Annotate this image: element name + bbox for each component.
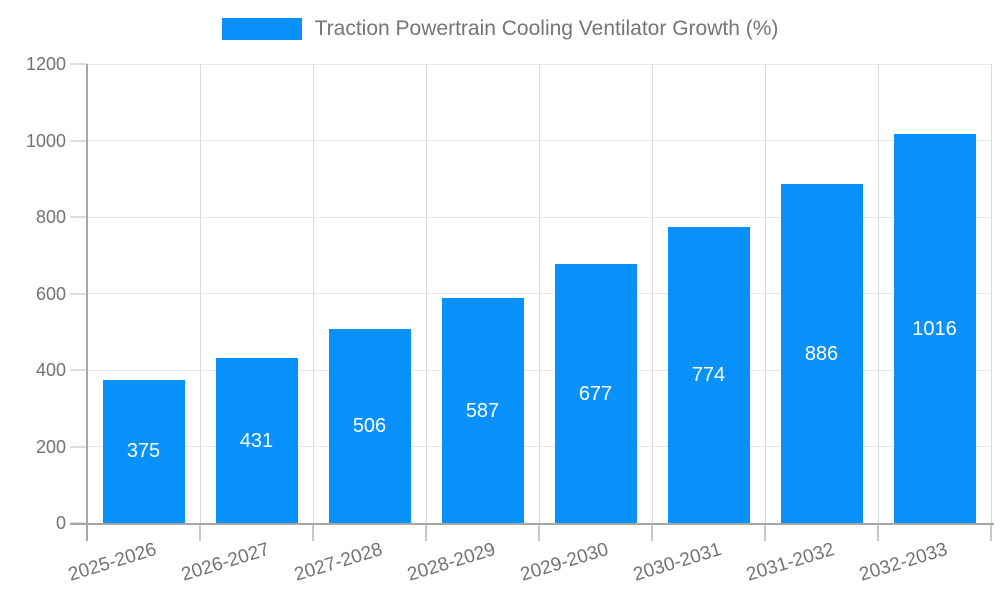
y-axis-label: 600 (35, 283, 66, 304)
bar (780, 184, 863, 523)
y-axis-label: 1200 (25, 54, 66, 74)
x-gridline (764, 64, 766, 523)
x-axis-label: 2026-2027 (178, 539, 272, 586)
x-axis-tick (538, 523, 540, 541)
y-axis-tick (70, 292, 87, 295)
x-axis-tick (877, 523, 879, 541)
x-axis-label: 2032-2033 (856, 539, 950, 586)
y-axis-label: 400 (35, 360, 66, 380)
x-gridline (199, 64, 201, 523)
x-axis-tick (764, 523, 766, 541)
x-axis-line (70, 523, 994, 525)
x-axis-label: 2025-2026 (65, 539, 159, 586)
x-gridline (877, 64, 879, 523)
y-axis-line (86, 64, 88, 541)
x-axis-label: 2028-2029 (404, 539, 498, 586)
x-axis-tick (425, 523, 427, 541)
chart-title: Traction Powertrain Cooling Ventilator G… (314, 17, 779, 40)
bar-value-label: 375 (126, 440, 161, 463)
bar (102, 379, 185, 523)
x-gridline (312, 64, 314, 523)
y-axis-tick (70, 63, 87, 65)
y-axis-label: 200 (35, 436, 66, 457)
bar-value-label: 506 (352, 415, 387, 438)
x-axis-label: 2030-2031 (630, 539, 724, 586)
x-axis-label: 2027-2028 (291, 539, 385, 586)
x-gridline (651, 64, 653, 523)
bar (893, 134, 976, 523)
bar-value-label: 677 (578, 382, 613, 405)
bar-value-label: 774 (691, 363, 726, 386)
y-axis-tick (70, 369, 87, 371)
x-gridline (425, 64, 427, 523)
bar-value-label: 587 (465, 399, 500, 422)
x-axis-label: 2031-2032 (743, 539, 837, 586)
y-axis-label: 0 (55, 513, 66, 533)
y-axis-tick (70, 216, 87, 218)
bar (215, 358, 298, 523)
legend-color-swatch (221, 18, 302, 40)
x-gridline (990, 64, 992, 523)
bar-value-label: 886 (804, 342, 839, 365)
chart-legend: Traction Powertrain Cooling Ventilator G… (0, 17, 1000, 41)
bar (667, 226, 750, 523)
x-gridline (538, 64, 540, 523)
bar (328, 329, 411, 523)
x-axis-tick (199, 523, 201, 541)
y-axis-label: 800 (35, 207, 66, 227)
x-axis-tick (651, 523, 653, 541)
y-axis-tick (70, 139, 87, 142)
y-axis-tick (70, 445, 87, 448)
x-axis-tick (312, 523, 314, 541)
x-axis-label: 2029-2030 (517, 539, 611, 586)
x-axis-tick (990, 523, 992, 541)
bar-value-label: 1016 (912, 317, 957, 340)
bar (554, 264, 637, 523)
bar (441, 298, 524, 523)
y-axis-label: 1000 (25, 130, 66, 151)
bar-value-label: 431 (239, 429, 274, 452)
